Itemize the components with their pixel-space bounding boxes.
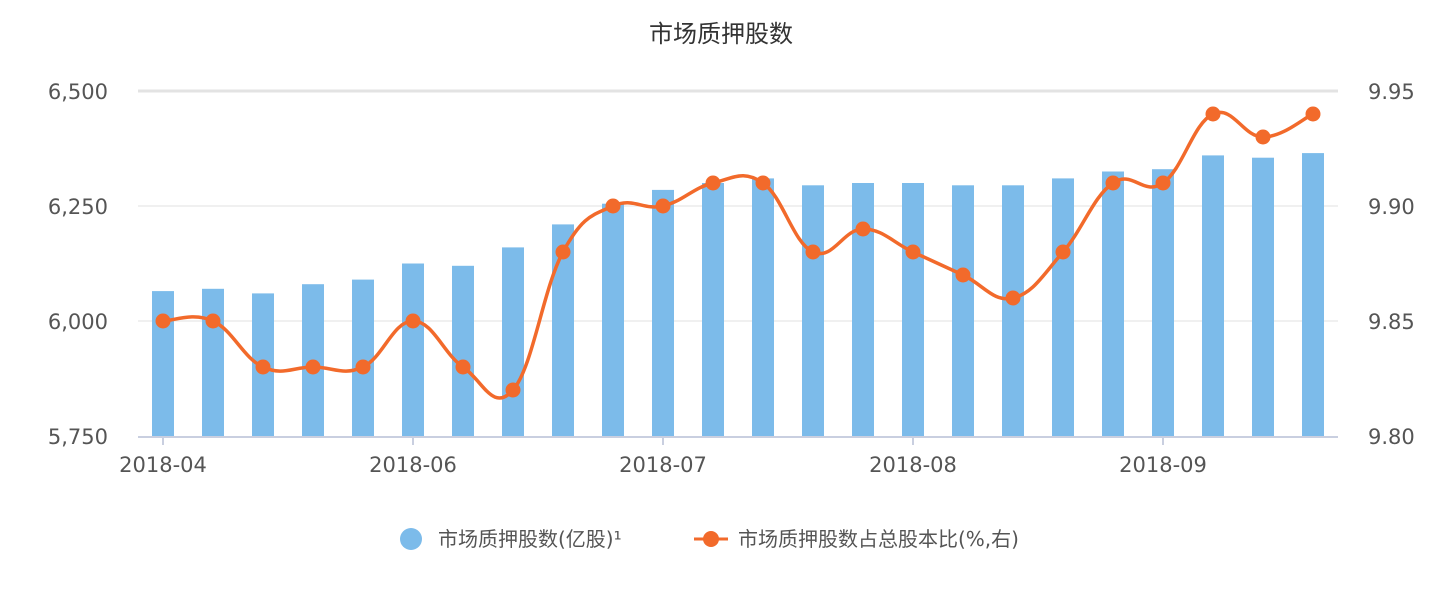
ratio-point [605, 198, 621, 214]
x-tick-label: 2018-07 [619, 453, 707, 477]
right-tick-label: 9.90 [1368, 195, 1415, 219]
bar [1102, 171, 1124, 436]
bar [1252, 157, 1274, 436]
legend-bar-swatch [400, 528, 422, 550]
bar [152, 291, 174, 436]
chart-title: 市场质押股数 [649, 20, 793, 48]
ratio-point [155, 313, 171, 329]
bar [202, 288, 224, 436]
line-layer [162, 110, 1314, 400]
ratio-point [1155, 175, 1171, 191]
left-tick-label: 6,250 [48, 195, 108, 219]
bar [952, 185, 974, 436]
bar [602, 203, 624, 436]
point-layer [155, 106, 1321, 398]
left-tick-label: 6,000 [48, 310, 108, 334]
bar [1152, 169, 1174, 436]
ratio-point [1205, 106, 1221, 122]
x-tick-label: 2018-08 [869, 453, 957, 477]
x-tick-label: 2018-06 [369, 453, 457, 477]
ratio-point [355, 359, 371, 375]
ratio-line [162, 110, 1314, 400]
ratio-point [505, 382, 521, 398]
bar [452, 265, 474, 436]
bar-layer [152, 153, 1324, 436]
ratio-point [705, 175, 721, 191]
right-tick-label: 9.95 [1368, 80, 1415, 104]
bar [552, 224, 574, 436]
right-tick-label: 9.80 [1368, 425, 1415, 449]
left-tick-label: 5,750 [48, 425, 108, 449]
right-tick-label: 9.85 [1368, 310, 1415, 334]
axis-layer [138, 436, 1338, 445]
ratio-point [855, 221, 871, 237]
bar [1052, 178, 1074, 436]
bar [802, 185, 824, 436]
ratio-point [1005, 290, 1021, 306]
bar [1202, 155, 1224, 436]
legend-line-marker [703, 531, 719, 547]
ratio-point [1055, 244, 1071, 260]
bar [1302, 153, 1324, 436]
ratio-point [755, 175, 771, 191]
ratio-point [555, 244, 571, 260]
ratio-point [1105, 175, 1121, 191]
ratio-point [305, 359, 321, 375]
ratio-point [255, 359, 271, 375]
ratio-point [1305, 106, 1321, 122]
bar [852, 183, 874, 436]
x-tick-label: 2018-09 [1119, 453, 1207, 477]
ratio-point [455, 359, 471, 375]
grid-layer [138, 89, 1338, 322]
ratio-point [655, 198, 671, 214]
ratio-point [1255, 129, 1271, 145]
bar [752, 178, 774, 436]
ratio-point [955, 267, 971, 283]
x-tick-label: 2018-04 [119, 453, 207, 477]
label-layer: 6,500 6,250 6,000 5,750 9.95 9.90 9.85 9.80 2018… [48, 80, 1415, 477]
bar [702, 183, 724, 436]
ratio-point [905, 244, 921, 260]
bar [1002, 185, 1024, 436]
bar [652, 189, 674, 436]
left-tick-label: 6,500 [48, 80, 108, 104]
ratio-point [805, 244, 821, 260]
ratio-point [405, 313, 421, 329]
ratio-point [205, 313, 221, 329]
legend-line-label: 市场质押股数占总股本比(%,右) [738, 527, 1019, 551]
legend: 市场质押股数(亿股)¹ 市场质押股数占总股本比(%,右) [400, 527, 1019, 551]
bar [402, 263, 424, 436]
legend-bar-label: 市场质押股数(亿股)¹ [438, 527, 622, 551]
bar [352, 279, 374, 436]
bar [502, 247, 524, 436]
bar [902, 183, 924, 436]
